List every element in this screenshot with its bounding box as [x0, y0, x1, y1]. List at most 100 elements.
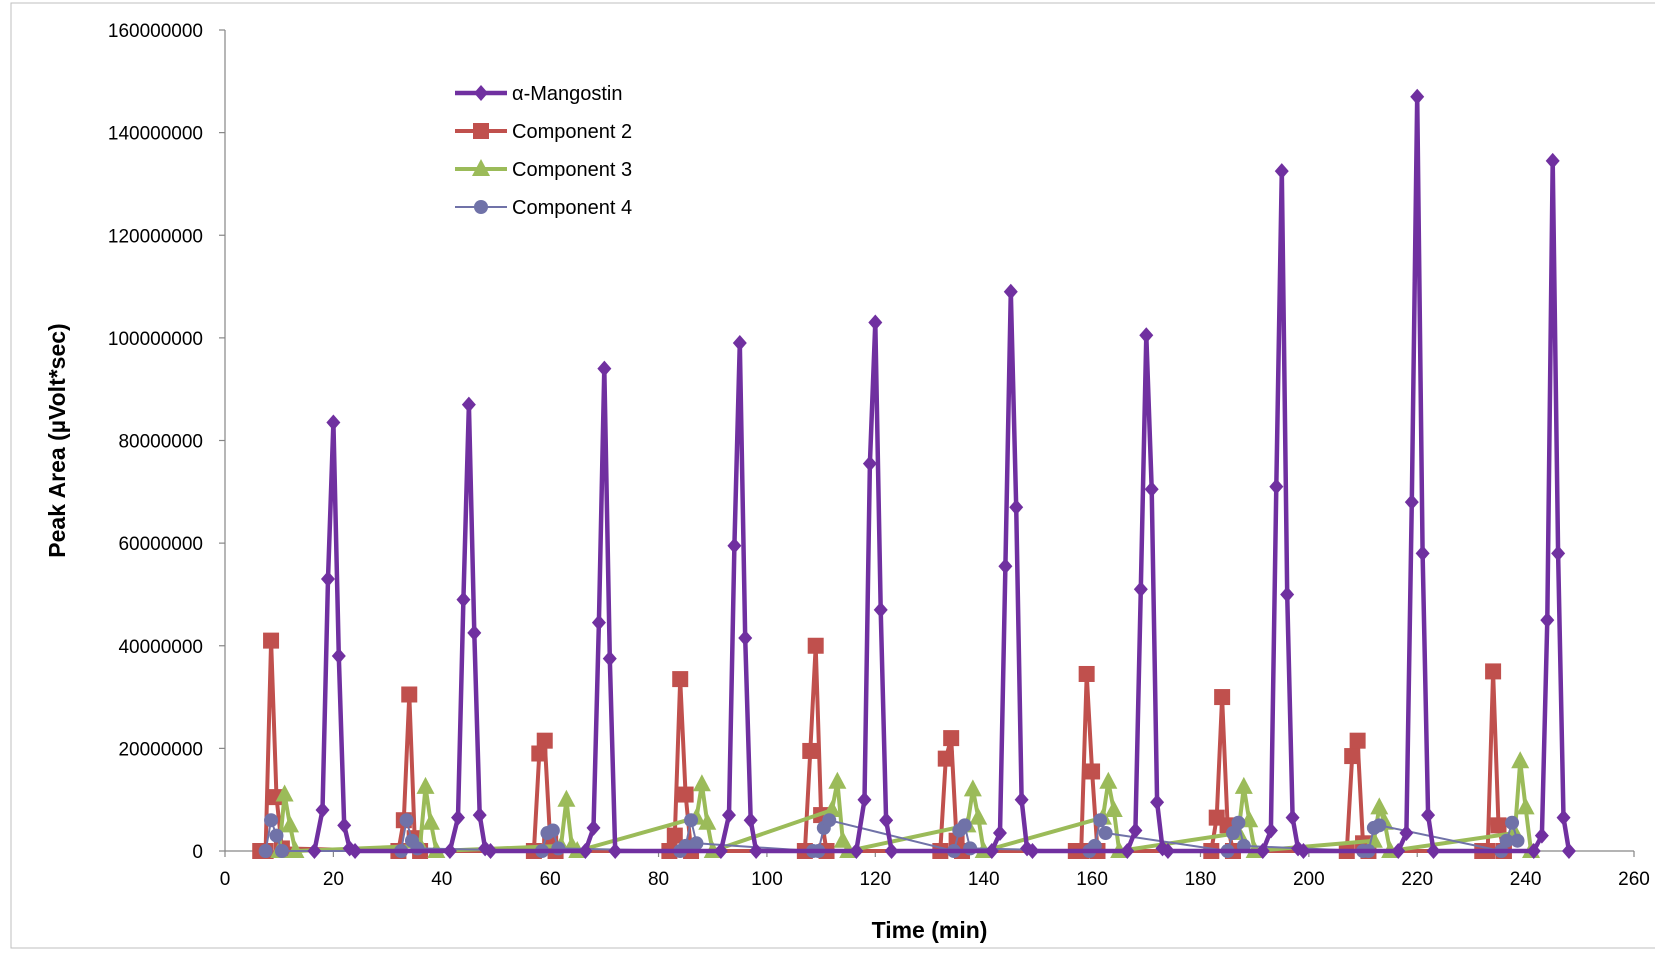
x-tick-label: 40 [431, 869, 452, 890]
x-tick-label: 140 [968, 869, 1000, 890]
data-point [1133, 581, 1148, 598]
series-layer [252, 88, 1576, 859]
data-point [1372, 818, 1387, 833]
series-1 [307, 88, 1576, 859]
data-point [732, 335, 747, 352]
data-point [822, 813, 837, 828]
y-tick-label: 80000000 [118, 432, 203, 453]
data-point [879, 812, 894, 829]
y-tick-label: 60000000 [118, 534, 203, 555]
data-point [472, 807, 487, 824]
data-point [862, 455, 877, 472]
x-tick-label: 180 [1185, 869, 1217, 890]
data-point [551, 841, 566, 856]
data-point [1399, 825, 1414, 842]
data-point [689, 836, 704, 851]
data-point [849, 843, 864, 859]
legend-item: α-Mangostin [455, 83, 623, 105]
data-point [749, 843, 764, 859]
x-tick-label: 260 [1618, 869, 1650, 890]
data-point [1505, 815, 1520, 830]
x-tick-label: 160 [1076, 869, 1108, 890]
data-point [1421, 807, 1436, 824]
data-point [591, 614, 606, 631]
data-point [1545, 152, 1560, 169]
data-point [456, 591, 471, 608]
data-point [1415, 545, 1430, 562]
data-point [557, 789, 576, 807]
data-point [873, 601, 888, 618]
data-point [1426, 843, 1441, 859]
data-point [1561, 843, 1576, 859]
data-point [597, 360, 612, 377]
data-point [1128, 822, 1143, 839]
data-point [1099, 771, 1118, 789]
data-point [884, 843, 899, 859]
data-point [1499, 833, 1514, 848]
data-point [1490, 817, 1507, 834]
data-point [666, 827, 683, 844]
x-tick-label: 60 [540, 869, 561, 890]
data-point [807, 637, 824, 654]
data-point [868, 314, 883, 331]
data-point [1296, 843, 1311, 859]
legend-label: Component 3 [512, 159, 632, 181]
data-point [998, 558, 1013, 575]
y-tick-label: 100000000 [108, 329, 203, 350]
data-point [545, 823, 560, 838]
data-point [1120, 843, 1135, 859]
data-point [1104, 799, 1123, 817]
legend-item: Component 4 [455, 197, 632, 219]
data-point [608, 843, 623, 859]
x-tick-label: 120 [859, 869, 891, 890]
data-point [713, 843, 728, 859]
data-point [1025, 843, 1040, 859]
data-point [1084, 763, 1101, 780]
data-point [1255, 843, 1270, 859]
data-point [326, 414, 341, 431]
data-point [1003, 283, 1018, 300]
data-point [1349, 732, 1366, 749]
axes: 0 20000000 40000000 60000000 80000000 1000000… [108, 21, 1650, 890]
legend-item: Component 3 [455, 159, 632, 181]
data-point [442, 843, 457, 859]
legend: α-Mangostin Component 2 Component 3 Compone… [455, 83, 632, 219]
data-point [1551, 545, 1566, 562]
data-point [1263, 822, 1278, 839]
data-point [1234, 776, 1253, 794]
data-point [399, 813, 414, 828]
data-point [281, 815, 300, 833]
data-point [274, 844, 289, 858]
data-point [348, 843, 363, 859]
y-axis-title: Peak Area (µVolt*sec) [44, 323, 70, 557]
data-point [1150, 794, 1165, 811]
x-tick-label: 20 [323, 869, 344, 890]
data-point [1516, 797, 1535, 815]
data-point [963, 841, 978, 856]
data-point [698, 812, 717, 830]
data-point [286, 841, 305, 858]
x-tick-label: 100 [751, 869, 783, 890]
data-point [992, 825, 1007, 842]
data-point [1511, 751, 1530, 769]
legend-swatch-marker [474, 85, 488, 101]
data-point [1285, 809, 1300, 826]
data-point [258, 844, 273, 858]
data-point [269, 828, 284, 843]
data-point [264, 813, 279, 828]
data-point [1139, 327, 1154, 344]
data-point [1410, 88, 1425, 105]
data-point [1391, 843, 1406, 859]
legend-label: α-Mangostin [512, 83, 623, 105]
legend-swatch-marker [473, 123, 489, 139]
data-point [828, 771, 847, 789]
data-point [692, 774, 711, 792]
data-point [1370, 797, 1389, 815]
legend-label: Component 2 [512, 121, 632, 143]
y-tick-label: 140000000 [108, 124, 203, 145]
data-point [721, 807, 736, 824]
data-point [1093, 813, 1108, 828]
y-tick-label: 20000000 [118, 739, 203, 760]
